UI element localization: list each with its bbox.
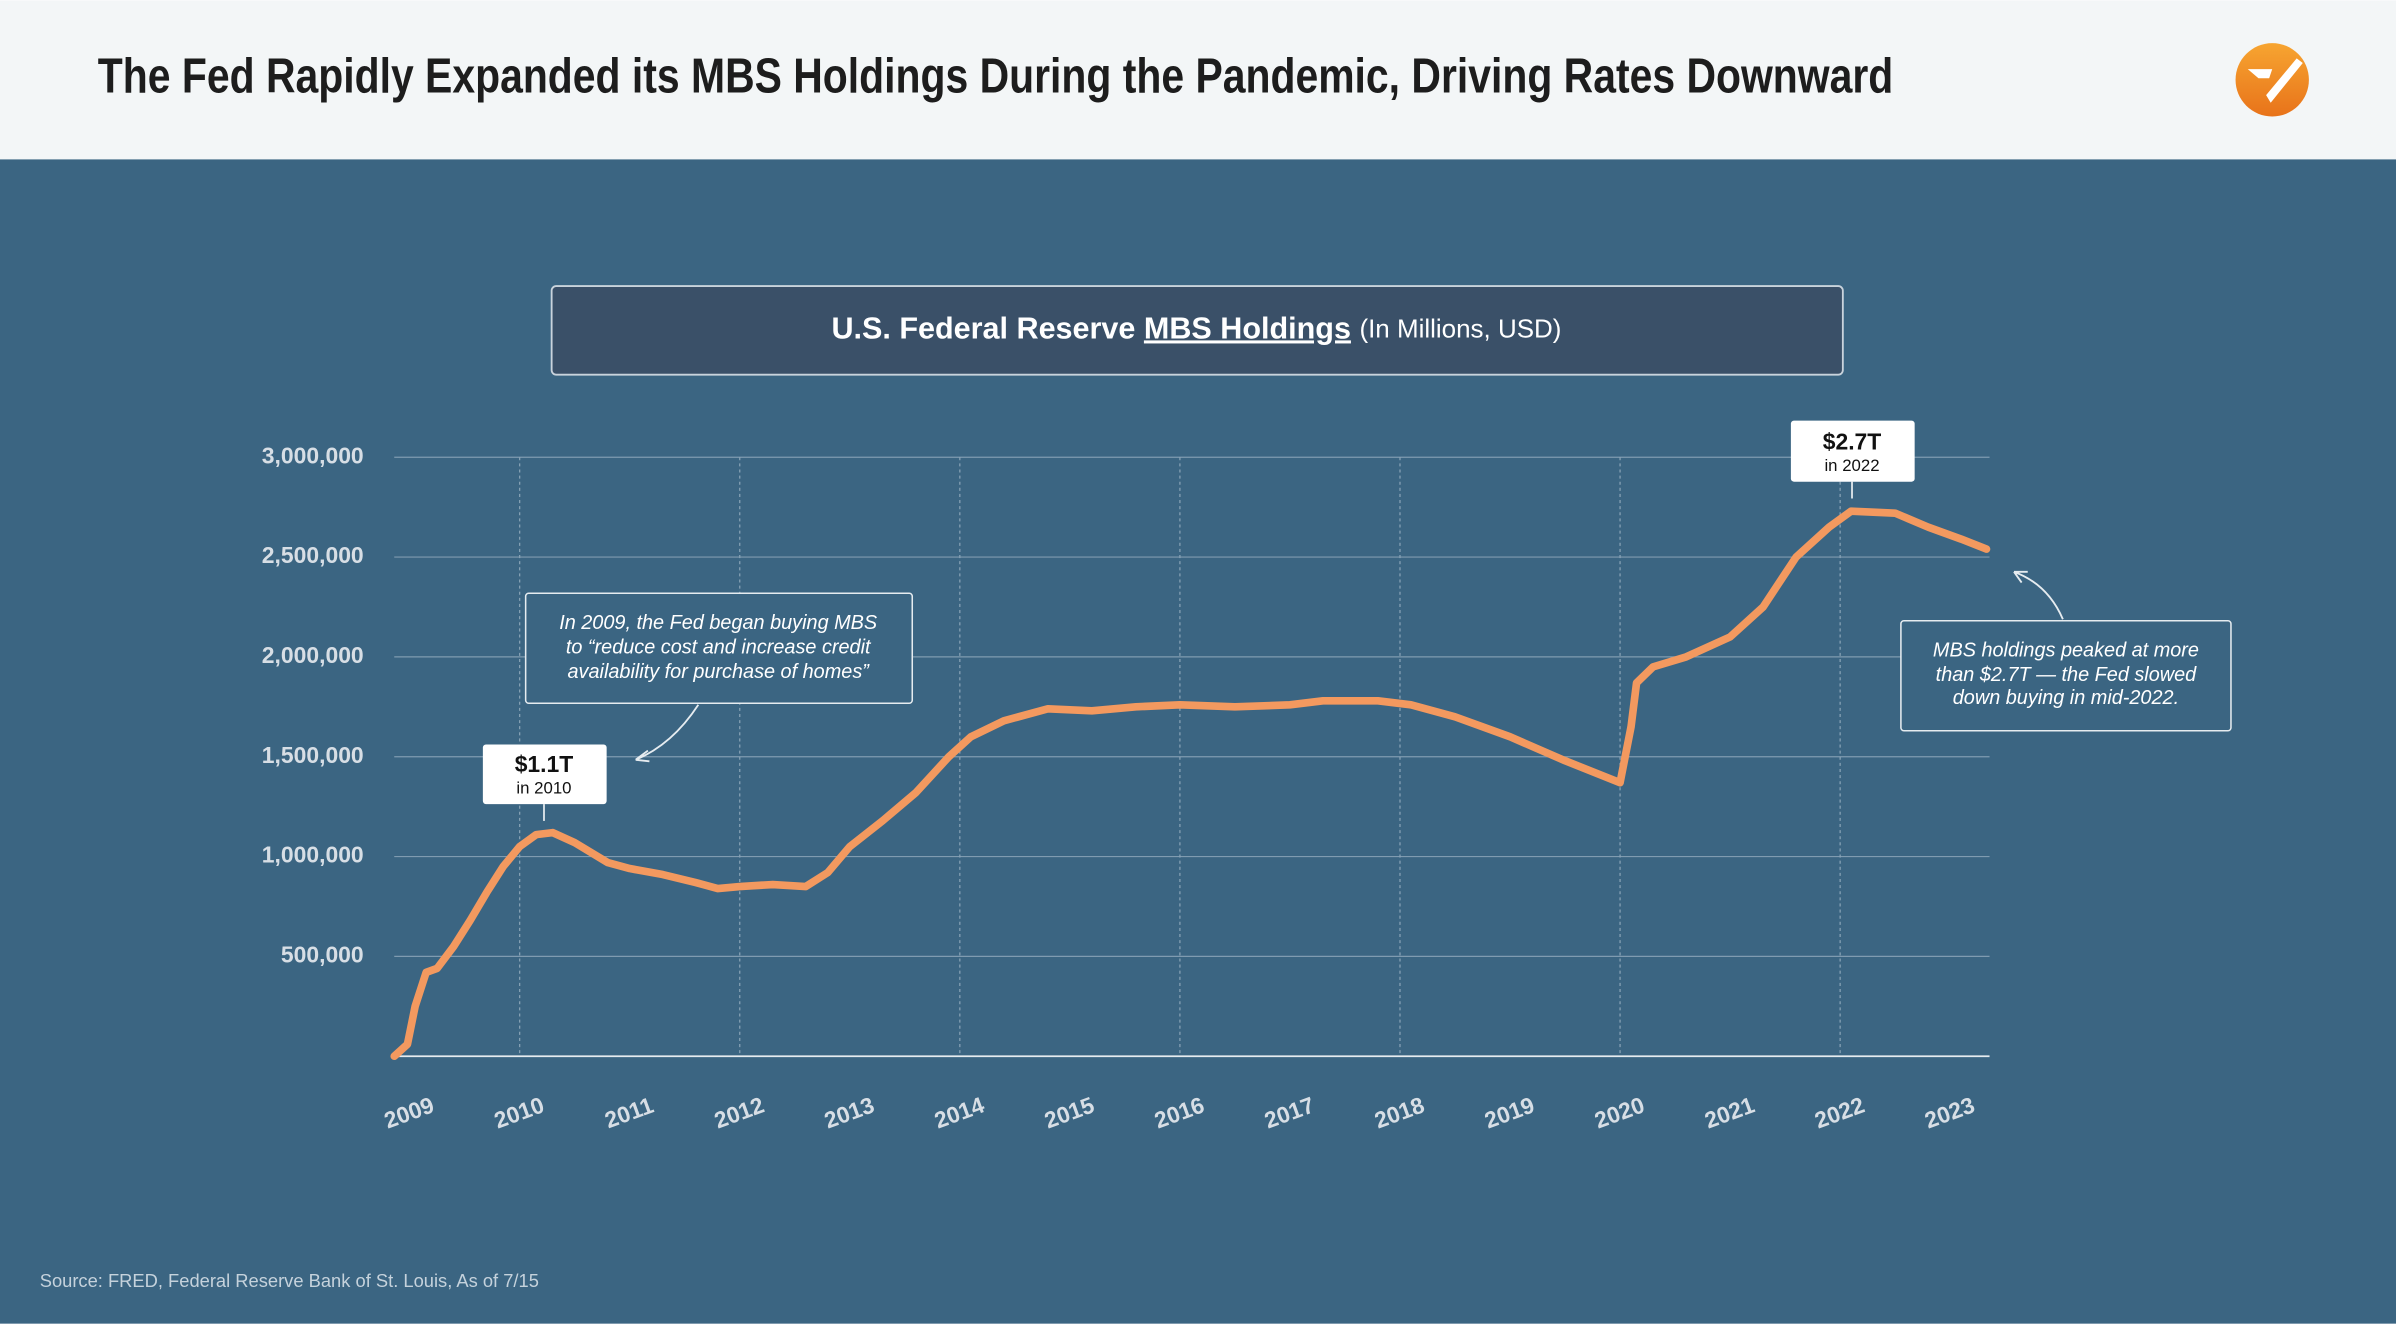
- annotation-box: [1900, 619, 2232, 732]
- callout-box: [482, 744, 607, 805]
- page-title: The Fed Rapidly Expanded its MBS Holding…: [98, 50, 1893, 104]
- chart-title-emphasis: MBS Holdings: [1144, 311, 1351, 345]
- chart-title-box: [550, 285, 1844, 376]
- logo-circle: [2235, 43, 2309, 117]
- chart-title-main: U.S. Federal Reserve: [831, 311, 1135, 345]
- callout-1: $1.1T in 2010: [482, 744, 607, 821]
- annotation-line: than $2.7T — the Fed slowed: [1936, 664, 2197, 686]
- y-tick-label: 3,000,000: [262, 442, 364, 468]
- chart-title-unit: (In Millions, USD): [1359, 313, 1561, 343]
- y-tick-label: 1,000,000: [262, 842, 364, 868]
- annotation-line: to “reduce cost and increase credit: [566, 636, 872, 658]
- annotation-line: In 2009, the Fed began buying MBS: [559, 612, 878, 634]
- callout-2: $2.7T in 2022: [1790, 420, 1915, 499]
- callout-box: [1790, 420, 1915, 482]
- annotation-1: In 2009, the Fed began buying MBS to “re…: [524, 592, 914, 763]
- chart-title: U.S. Federal Reserve MBS Holdings (In Mi…: [831, 311, 1561, 345]
- callout-note: in 2022: [1824, 456, 1879, 475]
- annotation-arrow: [635, 704, 700, 763]
- callout-value: $2.7T: [1823, 429, 1882, 455]
- callout-note: in 2010: [516, 778, 571, 797]
- y-tick-label: 500,000: [281, 941, 364, 967]
- header: [0, 0, 2396, 160]
- source: Source: FRED, Federal Reserve Bank of St…: [40, 1270, 539, 1291]
- y-tick-label: 2,000,000: [262, 642, 364, 668]
- y-tick-label: 1,500,000: [262, 742, 364, 768]
- callout-value: $1.1T: [515, 751, 574, 777]
- annotation-arrow: [2013, 570, 2064, 620]
- data-line: [390, 507, 1991, 1061]
- annotation-line: MBS holdings peaked at more: [1933, 640, 2199, 662]
- y-tick-label: 2,500,000: [262, 542, 364, 568]
- annotation-line: down buying in mid-2022.: [1953, 687, 2179, 709]
- annotation-line: availability for purchase of homes”: [568, 661, 871, 683]
- annotation-2: MBS holdings peaked at more than $2.7T —…: [1900, 570, 2232, 732]
- logo-check: [2247, 58, 2303, 103]
- logo: [2235, 43, 2309, 117]
- annotation-box: [524, 592, 914, 705]
